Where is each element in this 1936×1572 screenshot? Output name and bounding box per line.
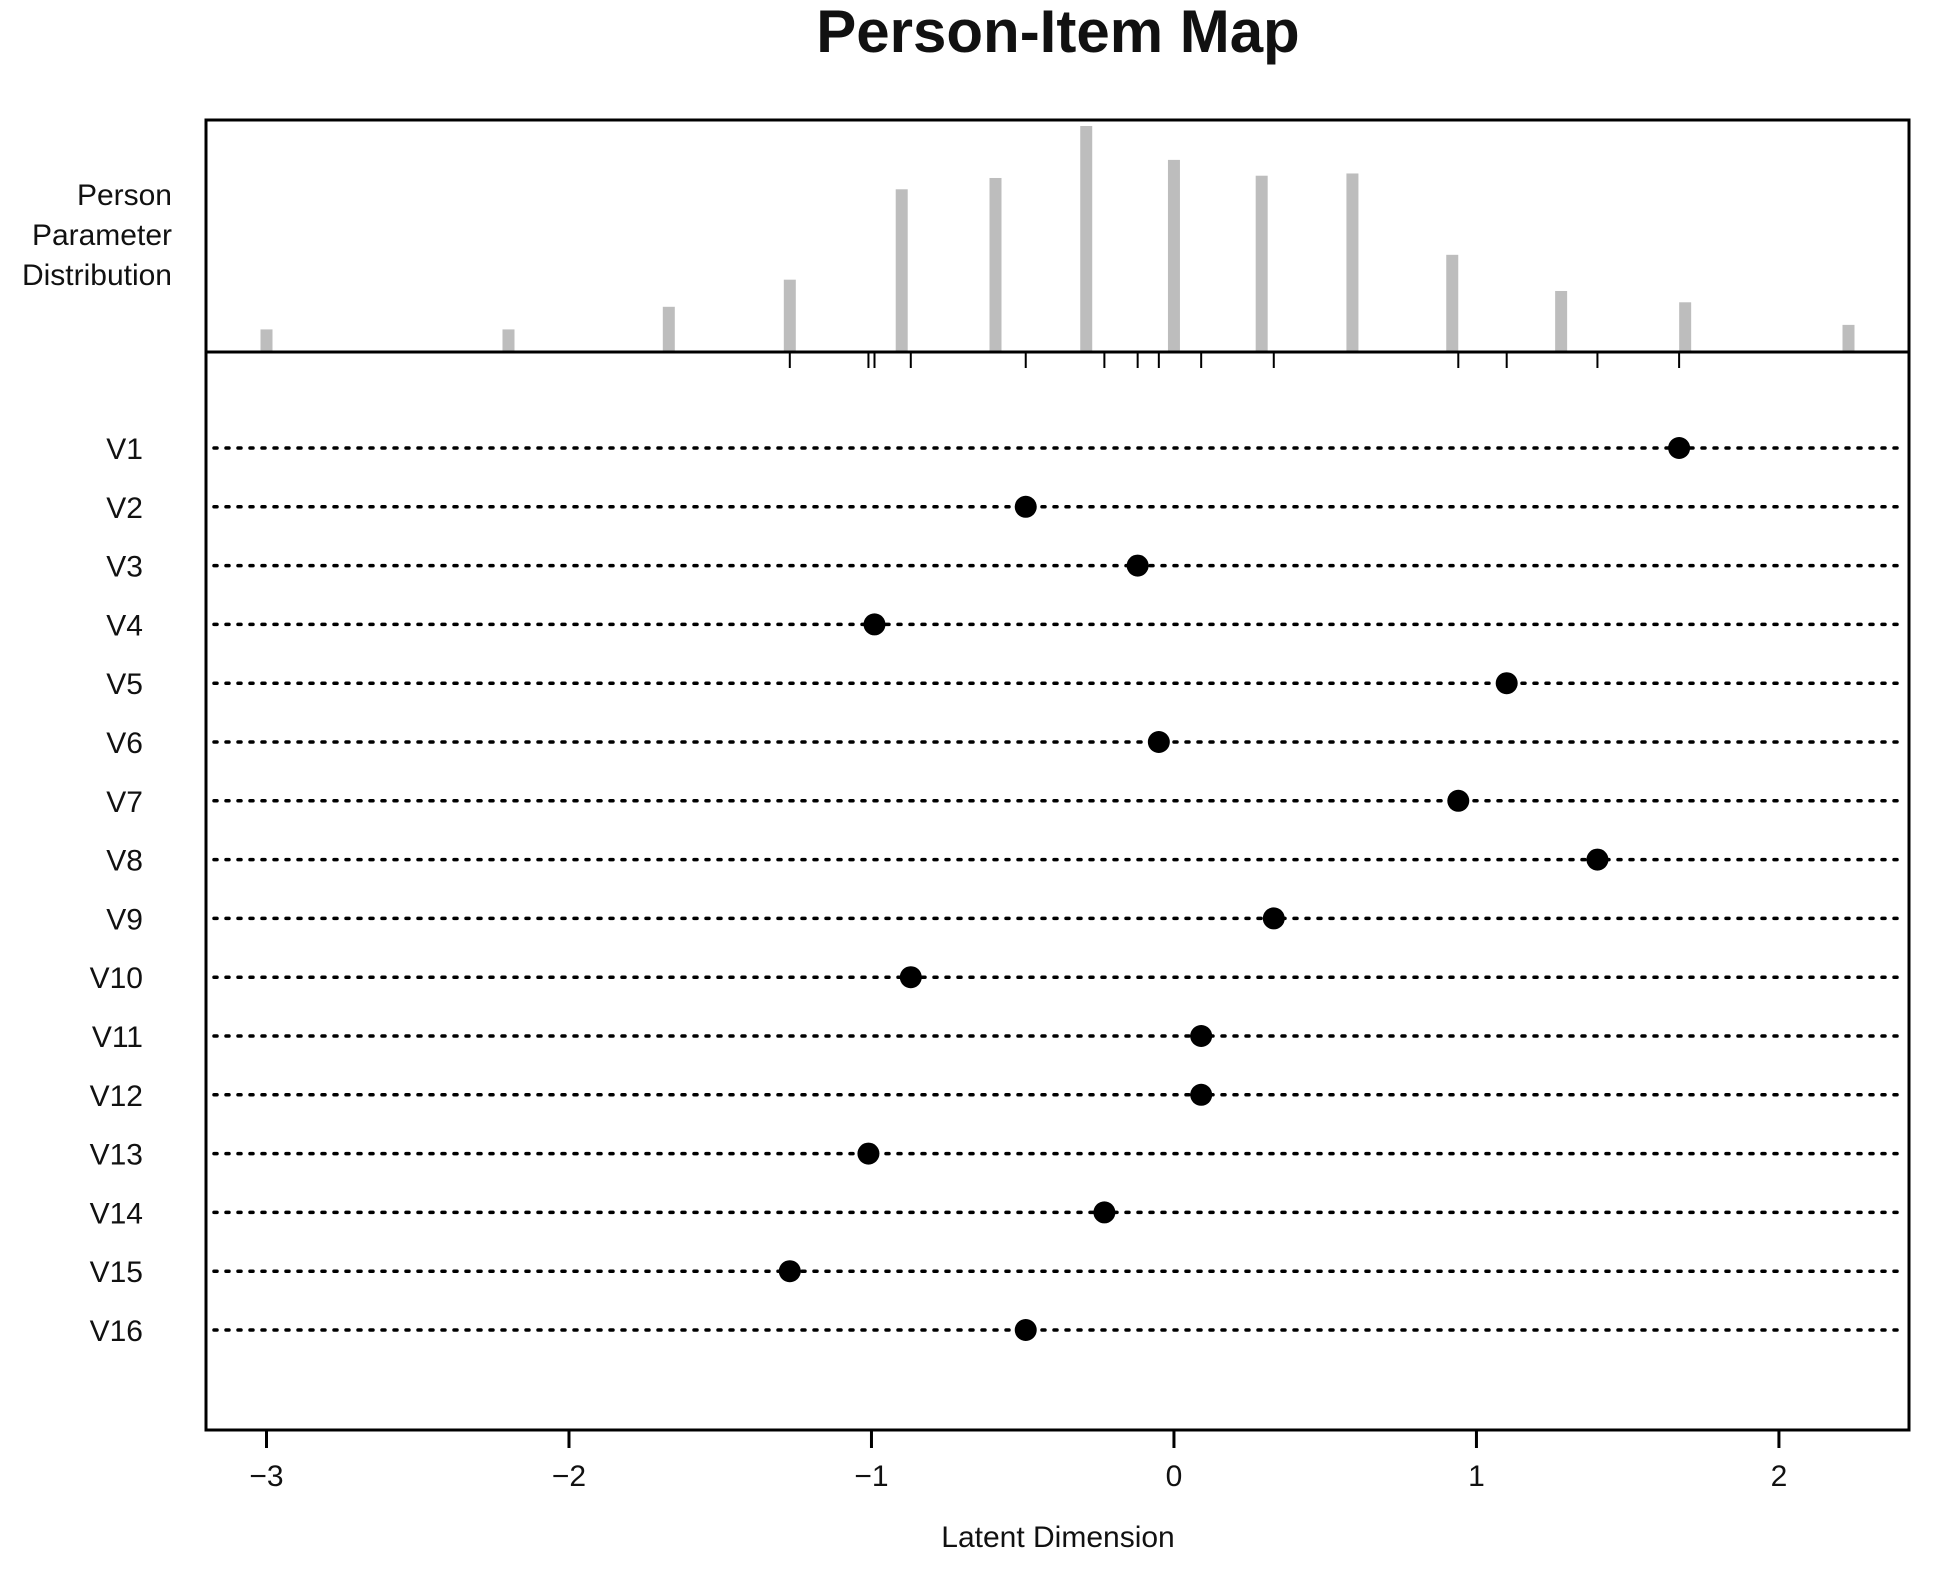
item-row: V11 <box>92 1021 1904 1054</box>
item-row: V16 <box>90 1315 1904 1348</box>
x-tick-label: −3 <box>249 1460 283 1493</box>
threshold-ticks <box>788 352 1681 368</box>
item-label: V6 <box>106 727 143 760</box>
person-bar <box>1346 173 1359 352</box>
item-point <box>1190 1025 1213 1047</box>
person-bar <box>1167 159 1180 352</box>
item-label: V9 <box>106 903 143 936</box>
item-point <box>1014 1319 1037 1341</box>
item-point <box>899 966 922 989</box>
top-panel-frame <box>204 118 1911 354</box>
person-distribution-bars <box>260 126 1855 352</box>
item-point <box>778 1260 801 1283</box>
item-label: V14 <box>90 1197 143 1230</box>
item-row: V1 <box>106 433 1904 466</box>
item-label: V15 <box>90 1256 143 1289</box>
person-bar <box>1255 175 1268 352</box>
item-row: V15 <box>90 1256 1904 1289</box>
person-bar <box>895 189 908 352</box>
item-row: V10 <box>90 962 1904 995</box>
person-bar <box>1080 126 1093 352</box>
item-row: V7 <box>106 786 1904 819</box>
item-row: V12 <box>90 1080 1904 1113</box>
item-label: V4 <box>106 609 143 642</box>
item-rows: V1 V2 V3 V4 V5 V6 V7 V8 V9 V10 V11 V12 V13 V14 V15 V16 <box>90 433 1904 1348</box>
item-row: V5 <box>106 668 1904 701</box>
item-row: V6 <box>106 727 1904 760</box>
x-tick-label: 0 <box>1166 1460 1183 1493</box>
item-row: V9 <box>106 903 1904 936</box>
item-label: V11 <box>92 1021 143 1054</box>
item-point <box>1093 1201 1116 1224</box>
x-tick-label: 1 <box>1468 1460 1485 1493</box>
person-bar <box>1679 302 1692 352</box>
person-bar <box>662 306 675 352</box>
item-point <box>1126 554 1149 577</box>
person-label-line-3: Distribution <box>22 259 172 292</box>
item-point <box>1495 672 1518 695</box>
item-label: V3 <box>106 551 143 584</box>
x-axis-label: Latent Dimension <box>941 1521 1174 1554</box>
item-label: V16 <box>90 1315 143 1348</box>
person-bar <box>260 329 273 352</box>
person-bar <box>1555 290 1568 352</box>
item-point <box>1147 731 1170 753</box>
item-panel-frame <box>204 350 1911 1432</box>
item-row: V2 <box>106 492 1904 525</box>
item-row: V4 <box>106 609 1904 642</box>
item-point <box>1668 437 1691 459</box>
item-row: V13 <box>90 1139 1904 1172</box>
item-label: V5 <box>106 668 143 701</box>
person-bar <box>989 177 1002 352</box>
x-tick-label: −1 <box>854 1460 888 1493</box>
x-tick-label: 2 <box>1771 1460 1788 1493</box>
x-axis: −3 −2 −1 0 1 2 <box>249 1430 1787 1493</box>
item-point <box>857 1142 880 1165</box>
person-bar <box>502 329 515 352</box>
x-tick-label: −2 <box>552 1460 586 1493</box>
person-bar <box>1842 324 1855 352</box>
person-label-line-2: Parameter <box>32 219 172 252</box>
person-label-line-1: Person <box>77 179 172 212</box>
item-point <box>1447 789 1470 812</box>
item-label: V7 <box>106 786 143 819</box>
item-point <box>1586 848 1609 871</box>
item-row: V3 <box>106 551 1904 584</box>
item-point <box>863 613 886 636</box>
chart-title: Person-Item Map <box>816 0 1299 65</box>
item-point <box>1014 495 1037 518</box>
item-point <box>1262 907 1285 930</box>
item-label: V1 <box>106 433 143 466</box>
item-row: V8 <box>106 845 1904 878</box>
item-label: V12 <box>90 1080 143 1113</box>
person-panel-label: Person Parameter Distribution <box>22 179 172 292</box>
item-label: V13 <box>90 1139 143 1172</box>
person-bar <box>783 279 796 352</box>
item-row: V14 <box>90 1197 1904 1230</box>
item-point <box>1190 1083 1213 1106</box>
item-label: V10 <box>90 962 143 995</box>
item-label: V8 <box>106 845 143 878</box>
person-bar <box>1446 254 1459 352</box>
item-label: V2 <box>106 492 143 525</box>
